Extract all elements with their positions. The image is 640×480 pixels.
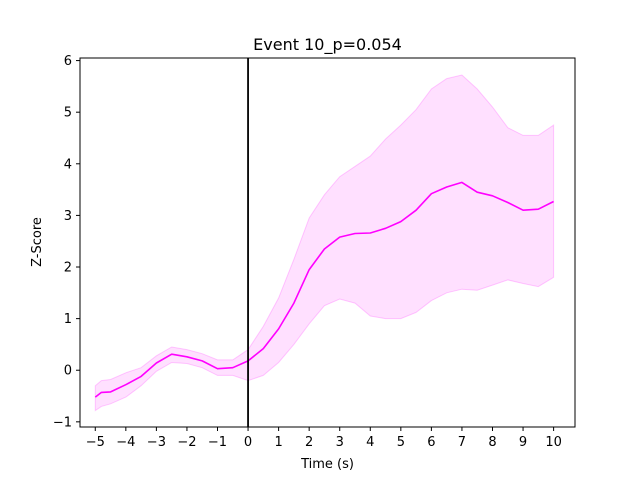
y-tick-label: 0 [64, 364, 72, 379]
x-tick-label: 0 [244, 435, 252, 450]
y-axis: −1 0 1 2 3 4 5 6 [53, 54, 80, 430]
x-axis: −5 −4 −3 −2 −1 0 1 2 3 4 5 6 7 8 9 10 [86, 427, 562, 450]
x-tick-label: 5 [397, 435, 405, 450]
x-tick-label: 1 [274, 435, 282, 450]
x-tick-label: 8 [488, 435, 496, 450]
x-tick-label: 7 [458, 435, 466, 450]
x-tick-label: −3 [147, 435, 166, 450]
plot-area [94, 58, 555, 427]
x-axis-label: Time (s) [300, 457, 354, 472]
y-tick-label: 6 [64, 54, 72, 69]
y-axis-label: Z-Score [30, 217, 45, 267]
x-tick-label: 3 [336, 435, 344, 450]
mean-line [94, 181, 554, 398]
x-tick-label: 4 [366, 435, 374, 450]
y-tick-label: 3 [64, 209, 72, 224]
x-tick-label: 6 [427, 435, 435, 450]
x-tick-label: −4 [116, 435, 135, 450]
plot-frame [79, 57, 576, 428]
y-tick-label: 1 [64, 312, 72, 327]
y-tick-label: 4 [64, 157, 72, 172]
x-tick-label: 2 [305, 435, 313, 450]
x-tick-label: −1 [208, 435, 227, 450]
x-tick-label: −2 [177, 435, 196, 450]
y-tick-label: 2 [64, 261, 72, 276]
x-tick-label: 9 [519, 435, 527, 450]
y-tick-label: 5 [64, 106, 72, 121]
x-tick-label: −5 [86, 435, 105, 450]
y-tick-label: −1 [53, 415, 72, 430]
chart-title: Event 10_p=0.054 [253, 35, 402, 55]
x-tick-label: 10 [545, 435, 562, 450]
confidence-band [94, 74, 555, 412]
